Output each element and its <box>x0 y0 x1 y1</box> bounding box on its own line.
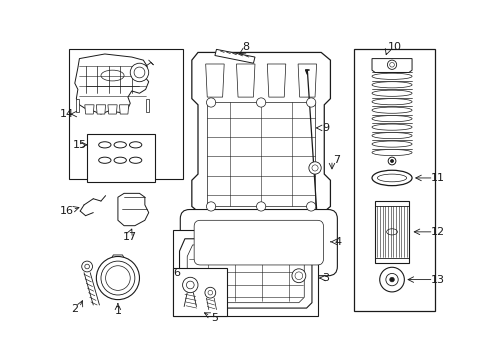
Polygon shape <box>192 53 330 214</box>
Text: 4: 4 <box>335 237 342 247</box>
Polygon shape <box>118 193 149 226</box>
Text: 7: 7 <box>333 155 340 165</box>
FancyBboxPatch shape <box>180 210 337 276</box>
Circle shape <box>292 269 306 283</box>
Circle shape <box>206 202 216 211</box>
Polygon shape <box>237 64 255 97</box>
Circle shape <box>82 261 93 272</box>
Circle shape <box>101 261 135 295</box>
Circle shape <box>388 60 397 69</box>
Text: 13: 13 <box>431 275 445 285</box>
Ellipse shape <box>372 170 412 186</box>
Text: 2: 2 <box>71 304 78 314</box>
Text: 6: 6 <box>173 267 180 278</box>
FancyBboxPatch shape <box>194 220 323 265</box>
Text: 12: 12 <box>431 227 445 237</box>
Polygon shape <box>76 99 79 112</box>
Polygon shape <box>97 105 106 114</box>
Circle shape <box>257 98 266 107</box>
Circle shape <box>205 287 216 298</box>
Ellipse shape <box>372 73 412 80</box>
Ellipse shape <box>372 124 412 130</box>
Circle shape <box>388 157 396 165</box>
Circle shape <box>307 202 316 211</box>
Text: 9: 9 <box>322 123 329 133</box>
Text: 11: 11 <box>431 173 445 183</box>
Text: 15: 15 <box>73 140 86 150</box>
Bar <box>173 230 318 316</box>
Circle shape <box>186 281 194 289</box>
Circle shape <box>380 267 404 292</box>
Text: 5: 5 <box>212 313 219 323</box>
Circle shape <box>130 63 149 82</box>
Text: 1: 1 <box>115 306 122 316</box>
Circle shape <box>309 162 321 174</box>
Circle shape <box>85 264 89 269</box>
Circle shape <box>390 62 394 67</box>
Polygon shape <box>206 64 224 97</box>
Circle shape <box>307 98 316 107</box>
Bar <box>375 201 409 263</box>
Ellipse shape <box>372 90 412 96</box>
Circle shape <box>390 277 394 282</box>
Polygon shape <box>146 99 149 112</box>
Circle shape <box>97 256 140 300</box>
Bar <box>69 49 183 179</box>
Polygon shape <box>207 103 315 206</box>
Circle shape <box>106 266 130 291</box>
Ellipse shape <box>372 132 412 139</box>
Ellipse shape <box>372 116 412 122</box>
Polygon shape <box>85 105 94 114</box>
Text: 14: 14 <box>60 109 74 119</box>
Polygon shape <box>298 64 317 97</box>
Polygon shape <box>215 49 255 63</box>
Circle shape <box>183 277 198 293</box>
Polygon shape <box>268 64 286 97</box>
Text: 17: 17 <box>123 232 137 242</box>
Circle shape <box>134 67 145 78</box>
Ellipse shape <box>372 149 412 156</box>
Text: 3: 3 <box>322 273 329 283</box>
Bar <box>354 49 435 311</box>
Text: 8: 8 <box>242 42 249 52</box>
Ellipse shape <box>372 141 412 147</box>
Ellipse shape <box>377 174 407 182</box>
Circle shape <box>391 159 393 163</box>
Bar <box>87 134 155 182</box>
Circle shape <box>386 274 398 286</box>
Circle shape <box>257 202 266 211</box>
Circle shape <box>206 98 216 107</box>
Circle shape <box>312 165 318 171</box>
Circle shape <box>295 272 303 280</box>
Text: 16: 16 <box>60 206 74 216</box>
Polygon shape <box>75 54 149 114</box>
Text: 10: 10 <box>388 42 402 52</box>
Polygon shape <box>120 105 129 114</box>
Ellipse shape <box>372 107 412 113</box>
Ellipse shape <box>372 82 412 88</box>
Polygon shape <box>372 59 412 72</box>
Polygon shape <box>179 239 312 308</box>
Bar <box>173 268 227 316</box>
Circle shape <box>208 291 213 295</box>
Polygon shape <box>108 105 117 114</box>
Ellipse shape <box>372 99 412 105</box>
Polygon shape <box>112 255 124 258</box>
